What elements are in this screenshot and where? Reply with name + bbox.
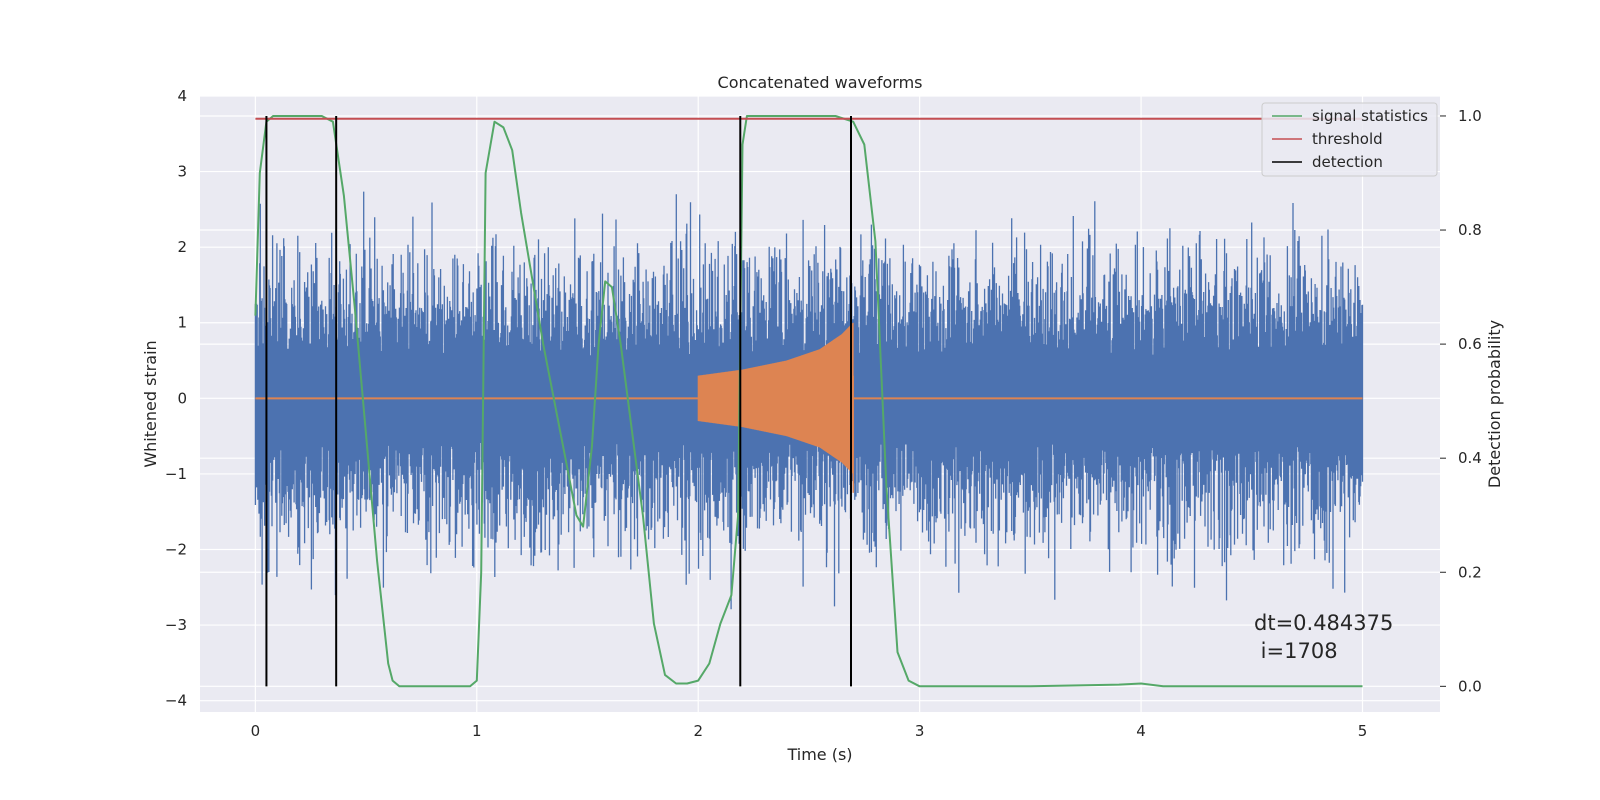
y-tick-label: 4 [177, 87, 187, 105]
legend: signal statistics threshold detection [1261, 102, 1438, 177]
legend-label-detection: detection [1312, 153, 1383, 171]
legend-box [1261, 102, 1438, 177]
x-axis-label: Time (s) [786, 745, 852, 764]
x-tick-label: 4 [1136, 722, 1146, 740]
y-tick-label: −2 [165, 540, 187, 558]
y-tick-label: 0 [177, 389, 187, 407]
y-right-tick-label: 0.0 [1458, 677, 1482, 695]
y-right-tick-label: 0.6 [1458, 335, 1482, 353]
chart-title: Concatenated waveforms [718, 73, 923, 92]
y-tick-label: 2 [177, 238, 187, 256]
injection-series [255, 322, 1363, 493]
x-tick-label: 2 [693, 722, 703, 740]
y-right-tick-label: 0.2 [1458, 563, 1482, 581]
x-tick-label: 1 [472, 722, 482, 740]
y-axis-label: Whitened strain [141, 340, 160, 467]
y-right-axis-label: Detection probability [1485, 320, 1504, 488]
legend-label-threshold: threshold [1312, 130, 1383, 148]
legend-label-signal-statistics: signal statistics [1312, 107, 1428, 125]
y-tick-label: 1 [177, 314, 187, 332]
x-tick-label: 0 [251, 722, 261, 740]
y-right-tick-label: 0.8 [1458, 221, 1482, 239]
injection-line [697, 322, 854, 474]
y-right-tick-label: 1.0 [1458, 107, 1482, 125]
y-tick-label: 3 [177, 163, 187, 181]
signal-statistics-layer [254, 115, 1363, 688]
signal-statistics-line [254, 115, 1363, 688]
y-tick-label: −3 [165, 616, 187, 634]
y-right-tick-label: 0.4 [1458, 449, 1482, 467]
x-tick-label: 5 [1358, 722, 1368, 740]
x-tick-label: 3 [915, 722, 925, 740]
detection-layer [265, 115, 852, 687]
y-tick-label: −1 [165, 465, 187, 483]
y-tick-label: −4 [165, 692, 187, 710]
axes-text: 0 1 2 3 4 5 4 3 2 1 0 −1 −2 −3 −4 1.0 0.8 0.6 0.4 0.2 0.0 [165, 87, 1482, 740]
annotation-dt: dt=0.484375 [1254, 611, 1393, 635]
annotation-i: i=1708 [1254, 639, 1338, 663]
